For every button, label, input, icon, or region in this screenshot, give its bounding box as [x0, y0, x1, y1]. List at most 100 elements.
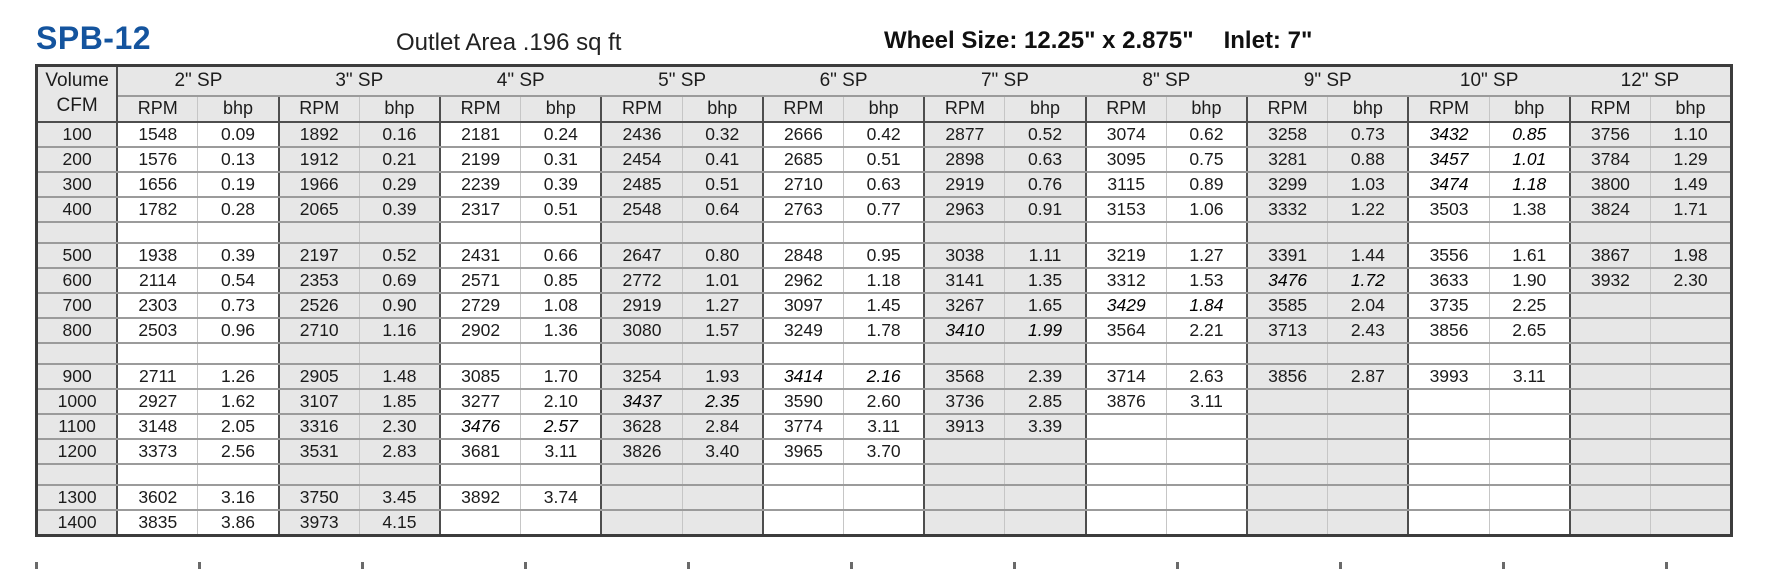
rpm-value: [1569, 292, 1652, 319]
rpm-value: 3628: [601, 413, 683, 440]
rpm-value: 1966: [278, 171, 360, 198]
rpm-value: 3414: [762, 363, 845, 390]
rpm-value: 3736: [924, 388, 1006, 415]
bhp-value: [1166, 438, 1249, 465]
rpm-value: 3332: [1247, 196, 1329, 223]
bhp-value: 3.70: [843, 438, 926, 465]
inlet-label: Inlet: 7": [1223, 27, 1313, 54]
bhp-value: 1.22: [1327, 196, 1410, 223]
cfm-cell: 100: [36, 121, 119, 148]
rpm-value: 2711: [117, 363, 199, 390]
rpm-value: 2647: [601, 242, 683, 269]
rpm-value: [1085, 509, 1167, 536]
data-row-cfm-100: 100 1548 0.09 1892 0.16 2181 0.24 2436 0.32 2666 0…: [36, 121, 1732, 148]
rpm-value: 3316: [278, 413, 360, 440]
bhp-value: [520, 463, 603, 486]
page-header: SPB-12 Outlet Area .196 sq ft Wheel Size…: [36, 20, 1737, 62]
bhp-value: 0.85: [520, 267, 603, 294]
bhp-value: 0.29: [359, 171, 442, 198]
cfm-cell: 400: [36, 196, 119, 223]
rpm-value: [1408, 438, 1490, 465]
rpm-value: 3876: [1085, 388, 1167, 415]
sp-column-header: 12" SP: [1569, 65, 1732, 97]
bhp-value: 1.35: [1004, 267, 1087, 294]
bhp-value: [1489, 509, 1571, 536]
rpm-value: 3281: [1247, 146, 1329, 173]
rpm-value: 1656: [117, 171, 199, 198]
rpm-value: [1569, 463, 1652, 486]
bhp-value: [682, 463, 764, 486]
rpm-value: 1576: [117, 146, 199, 173]
rpm-value: 3277: [440, 388, 522, 415]
rpm-value: [1085, 413, 1167, 440]
rpm-value: 2963: [924, 196, 1006, 223]
bhp-value: [197, 221, 280, 244]
rpm-value: [117, 221, 199, 244]
bhp-value: [1650, 317, 1732, 344]
bhp-value: 1.62: [197, 388, 280, 415]
bhp-value: [1650, 292, 1732, 319]
bhp-value: 0.91: [1004, 196, 1087, 223]
rpm-value: 2962: [762, 267, 845, 294]
rpm-value: 2114: [117, 267, 199, 294]
bhp-value: 0.51: [843, 146, 926, 173]
bhp-value: 2.84: [682, 413, 764, 440]
data-row-cfm-1200: 1200 3373 2.56 3531 2.83 3681 3.11 3826 3.40 3965…: [36, 438, 1732, 465]
model-title: SPB-12: [36, 20, 152, 56]
bhp-value: [1327, 388, 1410, 415]
data-row-cfm-200: 200 1576 0.13 1912 0.21 2199 0.31 2454 0.41 2685 0…: [36, 146, 1732, 173]
bhp-value: 0.19: [197, 171, 280, 198]
bhp-value: 3.40: [682, 438, 764, 465]
sp-column-header: 6" SP: [762, 65, 925, 97]
bhp-value: [682, 342, 764, 365]
rpm-subheader: RPM: [278, 95, 360, 123]
rpm-value: 2526: [278, 292, 360, 319]
rpm-value: 2763: [762, 196, 845, 223]
rpm-value: 2485: [601, 171, 683, 198]
bhp-value: 2.39: [1004, 363, 1087, 390]
rpm-subheader: RPM: [1085, 95, 1167, 123]
rpm-value: 1912: [278, 146, 360, 173]
rpm-value: 3249: [762, 317, 845, 344]
rpm-value: 3784: [1569, 146, 1652, 173]
rpm-value: [924, 509, 1006, 536]
rpm-value: 2199: [440, 146, 522, 173]
bhp-value: 1.27: [1166, 242, 1249, 269]
bhp-value: 0.69: [359, 267, 442, 294]
rpm-subheader: RPM: [762, 95, 845, 123]
cfm-cell: 1300: [36, 484, 119, 511]
cfm-cell: [36, 342, 119, 365]
bhp-value: 1.44: [1327, 242, 1410, 269]
rpm-value: 3457: [1408, 146, 1490, 173]
bhp-value: 1.06: [1166, 196, 1249, 223]
rpm-value: [1247, 221, 1329, 244]
bhp-value: 1.27: [682, 292, 764, 319]
rpm-value: 3564: [1085, 317, 1167, 344]
rpm-value: [1408, 484, 1490, 511]
bhp-value: 0.28: [197, 196, 280, 223]
rpm-value: 2503: [117, 317, 199, 344]
rpm-value: 3714: [1085, 363, 1167, 390]
rpm-value: 2927: [117, 388, 199, 415]
bhp-value: 0.42: [843, 121, 926, 148]
bhp-value: 0.31: [520, 146, 603, 173]
rpm-value: 3913: [924, 413, 1006, 440]
sp-column-header: 9" SP: [1247, 65, 1409, 97]
bhp-value: 1.36: [520, 317, 603, 344]
rpm-value: 3856: [1247, 363, 1329, 390]
bhp-value: 0.73: [197, 292, 280, 319]
rpm-value: 2431: [440, 242, 522, 269]
bhp-value: [1489, 438, 1571, 465]
rpm-value: 3115: [1085, 171, 1167, 198]
rpm-value: 3097: [762, 292, 845, 319]
bhp-value: 0.75: [1166, 146, 1249, 173]
bhp-value: 1.71: [1650, 196, 1732, 223]
data-row-cfm-600: 600 2114 0.54 2353 0.69 2571 0.85 2772 1.01 2962 1…: [36, 267, 1732, 294]
bhp-value: 0.13: [197, 146, 280, 173]
bhp-value: 0.76: [1004, 171, 1087, 198]
rpm-value: [1247, 484, 1329, 511]
bhp-value: 2.56: [197, 438, 280, 465]
rpm-value: [1247, 463, 1329, 486]
bhp-value: 2.25: [1489, 292, 1571, 319]
bhp-value: 2.16: [843, 363, 926, 390]
